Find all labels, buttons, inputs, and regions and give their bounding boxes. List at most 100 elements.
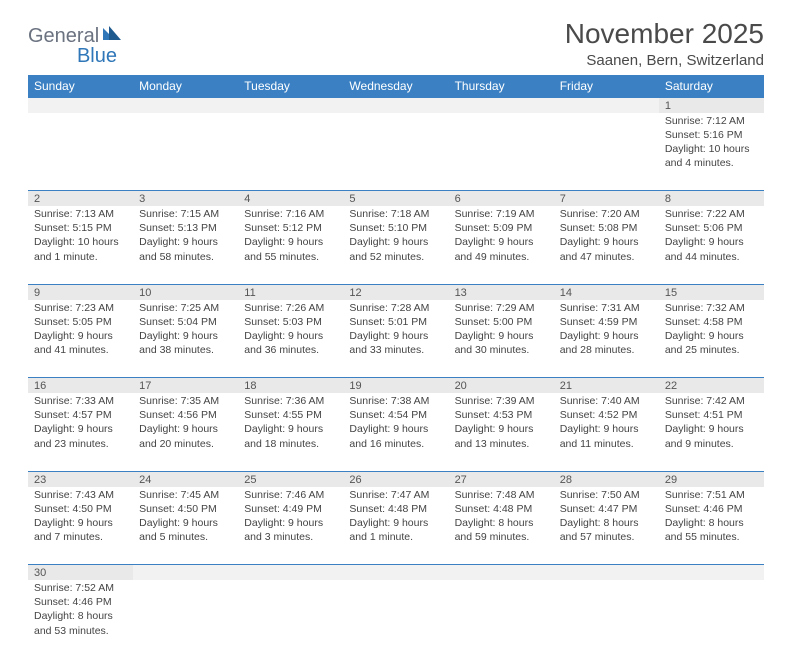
empty-cell	[554, 565, 659, 581]
day-cell: Sunrise: 7:29 AMSunset: 5:00 PMDaylight:…	[449, 300, 554, 378]
daylight-line: Daylight: 8 hours and 59 minutes.	[455, 516, 548, 544]
daylight-line: Daylight: 9 hours and 28 minutes.	[560, 329, 653, 357]
sunrise-line: Sunrise: 7:46 AM	[244, 488, 337, 502]
day-cell: Sunrise: 7:50 AMSunset: 4:47 PMDaylight:…	[554, 487, 659, 565]
calendar-table: SundayMondayTuesdayWednesdayThursdayFrid…	[28, 75, 764, 658]
day-number-row: 30	[28, 565, 764, 581]
day-cell: Sunrise: 7:46 AMSunset: 4:49 PMDaylight:…	[238, 487, 343, 565]
day-number: 9	[28, 284, 133, 300]
daylight-line: Daylight: 9 hours and 36 minutes.	[244, 329, 337, 357]
daylight-line: Daylight: 9 hours and 30 minutes.	[455, 329, 548, 357]
day-number: 11	[238, 284, 343, 300]
daylight-line: Daylight: 9 hours and 11 minutes.	[560, 422, 653, 450]
sunset-line: Sunset: 5:03 PM	[244, 315, 337, 329]
sunset-line: Sunset: 5:15 PM	[34, 221, 127, 235]
daylight-line: Daylight: 8 hours and 57 minutes.	[560, 516, 653, 544]
daylight-line: Daylight: 9 hours and 41 minutes.	[34, 329, 127, 357]
daylight-line: Daylight: 9 hours and 3 minutes.	[244, 516, 337, 544]
day-number: 30	[28, 565, 133, 581]
day-number: 21	[554, 378, 659, 394]
empty-cell	[238, 98, 343, 113]
sunset-line: Sunset: 5:12 PM	[244, 221, 337, 235]
sunset-line: Sunset: 4:50 PM	[139, 502, 232, 516]
day-cell: Sunrise: 7:51 AMSunset: 4:46 PMDaylight:…	[659, 487, 764, 565]
month-title: November 2025	[565, 18, 764, 50]
sunrise-line: Sunrise: 7:43 AM	[34, 488, 127, 502]
sunrise-line: Sunrise: 7:47 AM	[349, 488, 442, 502]
sunrise-line: Sunrise: 7:33 AM	[34, 394, 127, 408]
day-of-week-header: Thursday	[449, 75, 554, 98]
sunset-line: Sunset: 4:46 PM	[34, 595, 127, 609]
day-cell: Sunrise: 7:20 AMSunset: 5:08 PMDaylight:…	[554, 206, 659, 284]
sunrise-line: Sunrise: 7:22 AM	[665, 207, 758, 221]
sunset-line: Sunset: 4:58 PM	[665, 315, 758, 329]
day-number: 17	[133, 378, 238, 394]
day-of-week-header: Friday	[554, 75, 659, 98]
day-cell: Sunrise: 7:45 AMSunset: 4:50 PMDaylight:…	[133, 487, 238, 565]
empty-cell	[28, 98, 133, 113]
day-number: 27	[449, 471, 554, 487]
daylight-line: Daylight: 9 hours and 49 minutes.	[455, 235, 548, 263]
daylight-line: Daylight: 9 hours and 47 minutes.	[560, 235, 653, 263]
sunrise-line: Sunrise: 7:42 AM	[665, 394, 758, 408]
sunrise-line: Sunrise: 7:45 AM	[139, 488, 232, 502]
day-cell: Sunrise: 7:33 AMSunset: 4:57 PMDaylight:…	[28, 393, 133, 471]
sunset-line: Sunset: 5:05 PM	[34, 315, 127, 329]
day-cell: Sunrise: 7:42 AMSunset: 4:51 PMDaylight:…	[659, 393, 764, 471]
day-content-row: Sunrise: 7:13 AMSunset: 5:15 PMDaylight:…	[28, 206, 764, 284]
empty-cell	[449, 565, 554, 581]
day-cell: Sunrise: 7:40 AMSunset: 4:52 PMDaylight:…	[554, 393, 659, 471]
sunset-line: Sunset: 5:08 PM	[560, 221, 653, 235]
day-cell: Sunrise: 7:38 AMSunset: 4:54 PMDaylight:…	[343, 393, 448, 471]
day-number: 24	[133, 471, 238, 487]
empty-cell	[238, 113, 343, 191]
sunrise-line: Sunrise: 7:29 AM	[455, 301, 548, 315]
day-number: 23	[28, 471, 133, 487]
day-cell: Sunrise: 7:48 AMSunset: 4:48 PMDaylight:…	[449, 487, 554, 565]
day-of-week-header: Saturday	[659, 75, 764, 98]
calendar-body: 1Sunrise: 7:12 AMSunset: 5:16 PMDaylight…	[28, 98, 764, 659]
day-number: 14	[554, 284, 659, 300]
day-number: 12	[343, 284, 448, 300]
day-cell: Sunrise: 7:13 AMSunset: 5:15 PMDaylight:…	[28, 206, 133, 284]
daylight-line: Daylight: 8 hours and 55 minutes.	[665, 516, 758, 544]
sunset-line: Sunset: 4:47 PM	[560, 502, 653, 516]
day-number: 10	[133, 284, 238, 300]
brand-word2: Blue	[77, 45, 117, 67]
sunset-line: Sunset: 5:01 PM	[349, 315, 442, 329]
day-number: 13	[449, 284, 554, 300]
empty-cell	[343, 113, 448, 191]
empty-cell	[343, 565, 448, 581]
day-of-week-header: Monday	[133, 75, 238, 98]
sunrise-line: Sunrise: 7:52 AM	[34, 581, 127, 595]
day-number: 18	[238, 378, 343, 394]
empty-cell	[133, 565, 238, 581]
daylight-line: Daylight: 10 hours and 1 minute.	[34, 235, 127, 263]
day-number-row: 23242526272829	[28, 471, 764, 487]
sunset-line: Sunset: 4:59 PM	[560, 315, 653, 329]
day-cell: Sunrise: 7:32 AMSunset: 4:58 PMDaylight:…	[659, 300, 764, 378]
daylight-line: Daylight: 9 hours and 52 minutes.	[349, 235, 442, 263]
day-cell: Sunrise: 7:19 AMSunset: 5:09 PMDaylight:…	[449, 206, 554, 284]
sunset-line: Sunset: 4:49 PM	[244, 502, 337, 516]
sunrise-line: Sunrise: 7:50 AM	[560, 488, 653, 502]
day-content-row: Sunrise: 7:52 AMSunset: 4:46 PMDaylight:…	[28, 580, 764, 658]
day-cell: Sunrise: 7:47 AMSunset: 4:48 PMDaylight:…	[343, 487, 448, 565]
daylight-line: Daylight: 9 hours and 25 minutes.	[665, 329, 758, 357]
day-cell: Sunrise: 7:43 AMSunset: 4:50 PMDaylight:…	[28, 487, 133, 565]
sunset-line: Sunset: 4:48 PM	[349, 502, 442, 516]
day-cell: Sunrise: 7:26 AMSunset: 5:03 PMDaylight:…	[238, 300, 343, 378]
empty-cell	[28, 113, 133, 191]
day-number: 26	[343, 471, 448, 487]
day-cell: Sunrise: 7:18 AMSunset: 5:10 PMDaylight:…	[343, 206, 448, 284]
day-of-week-row: SundayMondayTuesdayWednesdayThursdayFrid…	[28, 75, 764, 98]
daylight-line: Daylight: 9 hours and 58 minutes.	[139, 235, 232, 263]
day-cell: Sunrise: 7:23 AMSunset: 5:05 PMDaylight:…	[28, 300, 133, 378]
sunset-line: Sunset: 5:10 PM	[349, 221, 442, 235]
day-number-row: 2345678	[28, 191, 764, 207]
empty-cell	[343, 98, 448, 113]
daylight-line: Daylight: 10 hours and 4 minutes.	[665, 142, 758, 170]
sunset-line: Sunset: 4:55 PM	[244, 408, 337, 422]
empty-cell	[449, 580, 554, 658]
day-number: 2	[28, 191, 133, 207]
